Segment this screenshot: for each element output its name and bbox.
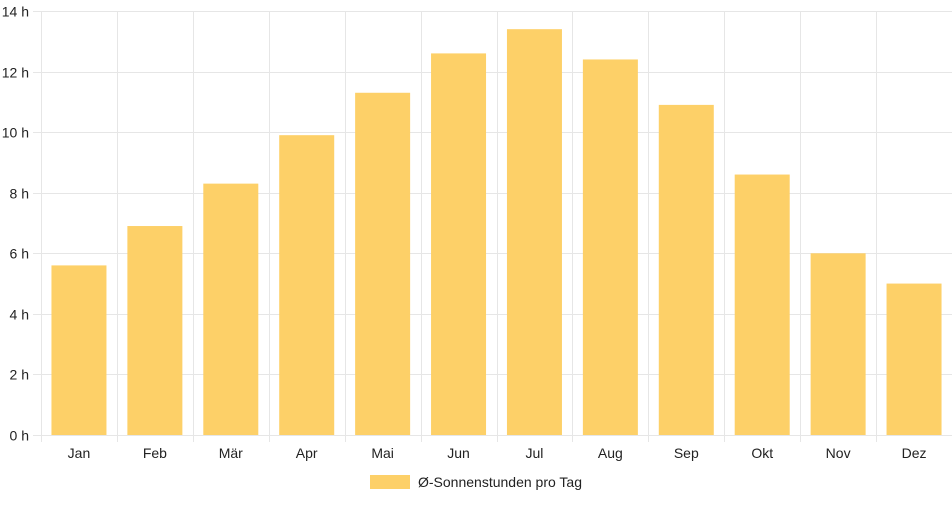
- bar[interactable]: [203, 183, 259, 435]
- grid-layer: [33, 11, 952, 442]
- x-tick-label: Sep: [674, 445, 699, 461]
- bar[interactable]: [279, 135, 335, 435]
- x-tick-label: Jul: [526, 445, 544, 461]
- bar-layer: [51, 29, 942, 436]
- y-tick-label: 4 h: [10, 307, 29, 323]
- legend[interactable]: Ø-Sonnenstunden pro Tag: [370, 474, 582, 490]
- y-tick-label: 10 h: [2, 125, 29, 141]
- bar[interactable]: [127, 226, 183, 435]
- x-tick-label: Dez: [902, 445, 927, 461]
- x-tick-label: Jun: [447, 445, 470, 461]
- bar[interactable]: [355, 92, 411, 436]
- x-tick-label: Nov: [826, 445, 851, 461]
- bar[interactable]: [582, 59, 638, 435]
- bar[interactable]: [886, 283, 942, 435]
- x-tick-label: Mai: [371, 445, 394, 461]
- y-tick-label: 8 h: [10, 186, 29, 202]
- bar[interactable]: [734, 174, 790, 436]
- x-tick-label: Apr: [296, 445, 318, 461]
- y-tick-label: 2 h: [10, 367, 29, 383]
- x-tick-label: Mär: [219, 445, 243, 461]
- bar[interactable]: [506, 29, 562, 436]
- legend-swatch[interactable]: [370, 475, 410, 489]
- x-tick-label: Feb: [143, 445, 167, 461]
- x-tick-label: Jan: [68, 445, 91, 461]
- bar[interactable]: [810, 253, 866, 435]
- x-tick-label: Okt: [751, 445, 773, 461]
- y-tick-label: 14 h: [2, 4, 29, 20]
- legend-label[interactable]: Ø-Sonnenstunden pro Tag: [418, 474, 582, 490]
- y-tick-label: 0 h: [10, 428, 29, 444]
- bar[interactable]: [51, 265, 107, 435]
- y-axis: 0 h 2 h 4 h 6 h 8 h 10 h 12 h 14 h: [2, 4, 29, 444]
- y-tick-label: 12 h: [2, 65, 29, 81]
- x-tick-label: Aug: [598, 445, 623, 461]
- bar[interactable]: [658, 104, 714, 435]
- y-tick-label: 6 h: [10, 246, 29, 262]
- x-axis: Jan Feb Mär Apr Mai Jun Jul Aug Sep Okt Nov Dez: [68, 445, 927, 461]
- bar[interactable]: [431, 53, 487, 436]
